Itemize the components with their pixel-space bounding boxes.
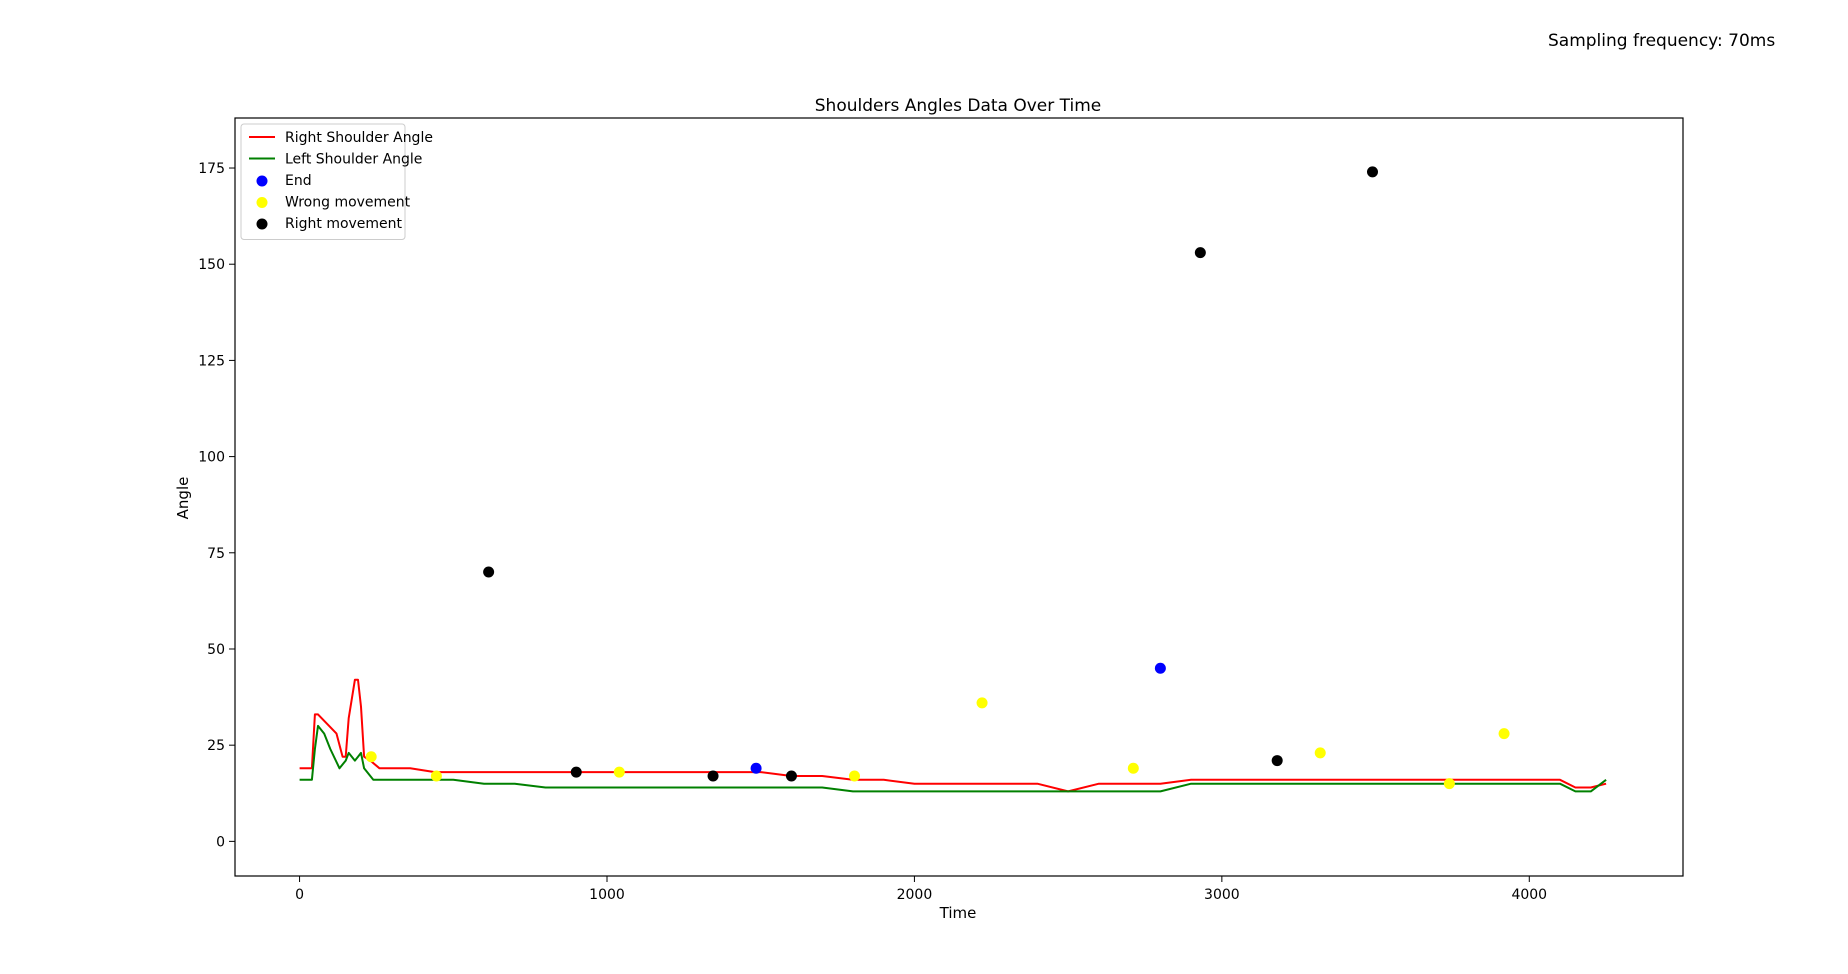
y-tick-label: 75 (207, 546, 225, 562)
marker-layer (365, 166, 1510, 790)
right-movement-marker (570, 766, 582, 778)
x-tick-label: 0 (295, 887, 304, 903)
x-axis: 0 1000 2000 3000 4000 (295, 876, 1547, 903)
chart-title: Shoulders Angles Data Over Time (815, 96, 1102, 116)
legend-label: End (285, 173, 312, 189)
y-tick-label: 175 (198, 161, 225, 177)
end-marker (750, 762, 762, 774)
series-line-right-shoulder (299, 678, 1607, 793)
y-tick-label: 50 (207, 642, 225, 658)
y-tick-label: 125 (198, 353, 225, 369)
right-movement-marker (1271, 755, 1283, 767)
wrong-movement-marker (1314, 747, 1326, 759)
right-movement-marker (1194, 247, 1206, 259)
x-tick-label: 3000 (1204, 887, 1240, 903)
wrong-movement-marker (1443, 778, 1455, 790)
x-tick-label: 1000 (589, 887, 625, 903)
series-line-left-shoulder (299, 724, 1607, 793)
legend-box (240, 123, 406, 240)
wrong-movement-marker (1127, 762, 1139, 774)
x-tick-label: 4000 (1511, 887, 1547, 903)
right-movement-marker (785, 770, 797, 782)
wrong-movement-marker (976, 697, 988, 709)
legend: Right Shoulder Angle Left Shoulder Angle E… (240, 123, 433, 240)
right-movement-marker (483, 566, 495, 578)
wrong-movement-marker (848, 770, 860, 782)
plot-frame (234, 117, 1684, 877)
y-axis: 0 25 50 75 100 125 150 175 (198, 161, 235, 850)
y-tick-label: 0 (216, 834, 225, 850)
wrong-movement-marker (1498, 728, 1510, 740)
legend-label: Wrong movement (285, 195, 411, 211)
y-tick-label: 150 (198, 257, 225, 273)
sampling-frequency-note: Sampling frequency: 70ms (1548, 31, 1776, 51)
end-marker (1154, 662, 1166, 674)
y-tick-label: 25 (207, 738, 225, 754)
wrong-movement-marker (430, 770, 442, 782)
y-axis-label: Angle (174, 477, 192, 520)
series-layer (299, 678, 1607, 793)
legend-swatch (256, 197, 268, 208)
legend-label: Right Shoulder Angle (285, 130, 433, 146)
right-movement-marker (1366, 166, 1378, 178)
wrong-movement-marker (613, 766, 625, 778)
wrong-movement-marker (365, 751, 377, 763)
legend-swatch (256, 218, 268, 230)
legend-label: Right movement (285, 216, 403, 232)
x-tick-label: 2000 (897, 887, 933, 903)
y-tick-label: 100 (198, 450, 225, 466)
right-movement-marker (707, 770, 719, 782)
x-axis-label: Time (939, 904, 977, 922)
legend-swatch (256, 175, 268, 187)
legend-label: Left Shoulder Angle (285, 152, 422, 168)
